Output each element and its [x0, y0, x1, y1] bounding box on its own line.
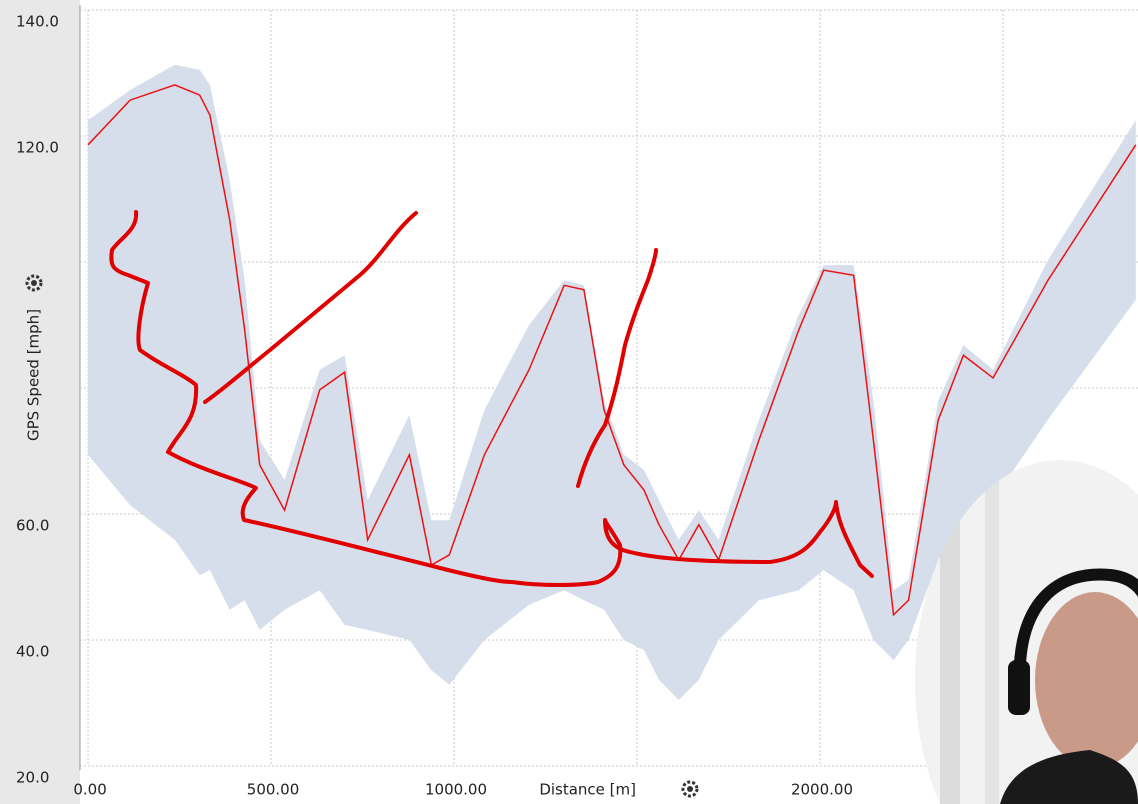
x-tick-label: 1000.00	[425, 781, 487, 799]
webcam-overlay	[915, 460, 1138, 804]
x-axis-label: Distance [m]	[539, 781, 636, 799]
y-tick-label: 140.0	[16, 13, 59, 31]
x-tick-label: 0.00	[73, 781, 106, 799]
x-tick-label: 2000.00	[791, 781, 853, 799]
range-band	[88, 64, 1136, 700]
annotation-strokes	[109, 210, 874, 587]
x-tick-label: 500.00	[247, 781, 300, 799]
y-axis-label: GPS Speed [mph]	[25, 309, 43, 441]
y-tick-label: 20.0	[16, 769, 49, 787]
settings-icon[interactable]	[25, 274, 43, 292]
y-tick-label: 40.0	[16, 643, 49, 661]
speed-line	[87, 84, 1137, 617]
settings-icon[interactable]	[681, 780, 699, 798]
y-tick-label: 120.0	[16, 139, 59, 157]
y-tick-label: 60.0	[16, 517, 49, 535]
